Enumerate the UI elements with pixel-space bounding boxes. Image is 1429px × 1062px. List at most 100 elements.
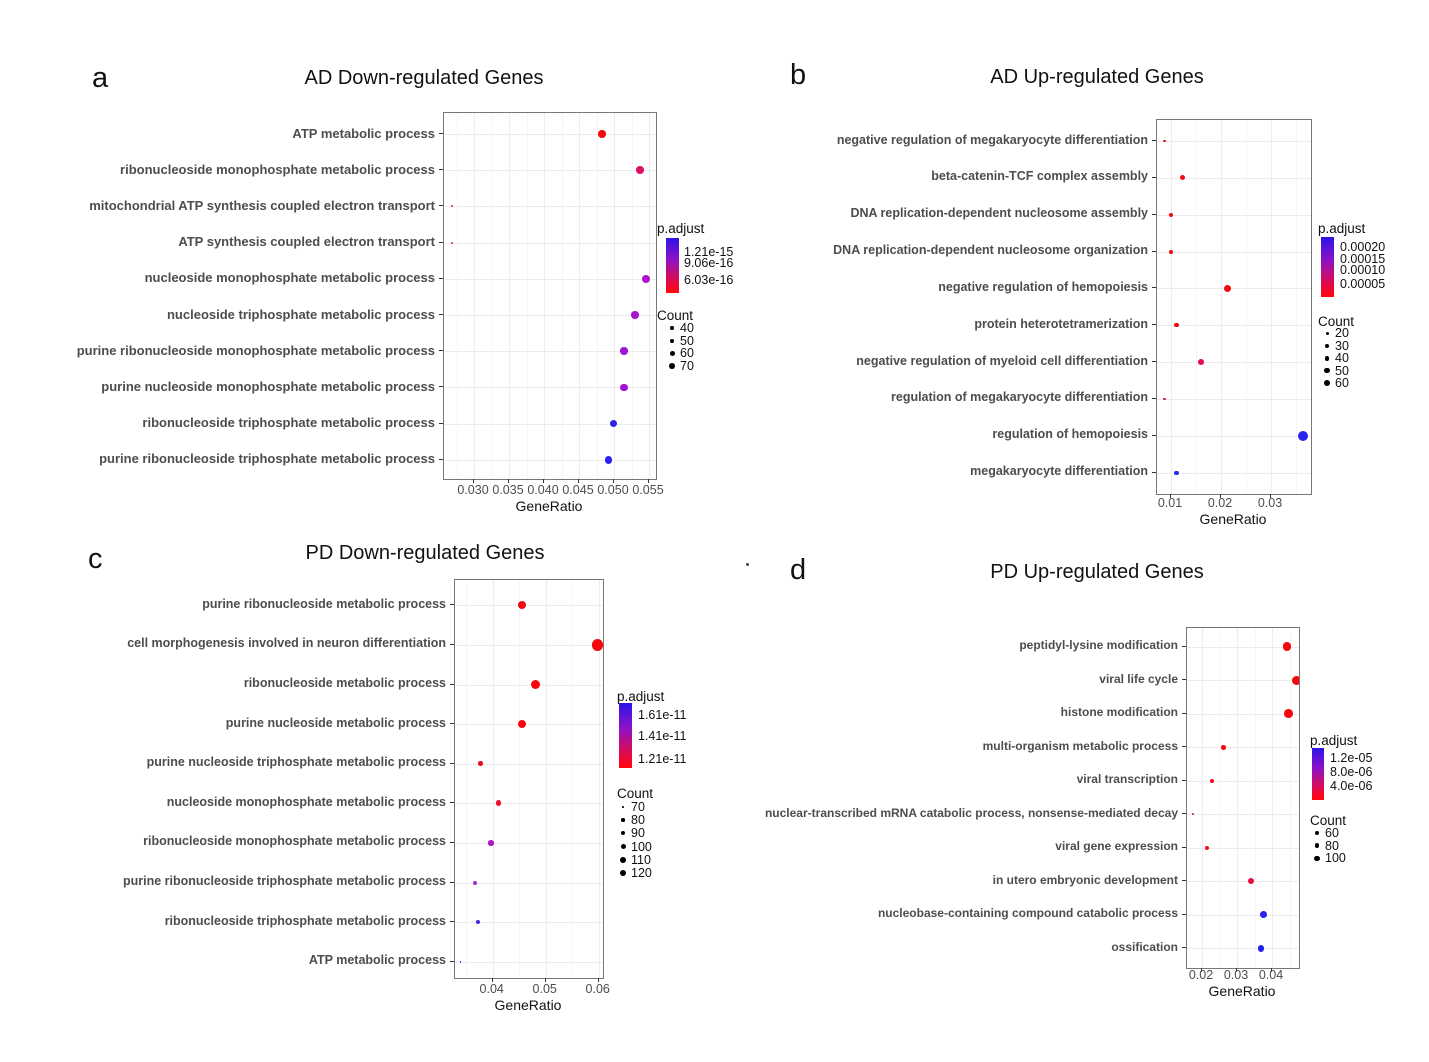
data-point xyxy=(1259,911,1267,919)
x-tick-mark xyxy=(1236,968,1237,972)
count-legend-value: 60 xyxy=(680,346,694,361)
count-legend-dot xyxy=(1314,843,1320,848)
y-tick-mark xyxy=(1182,645,1186,647)
y-axis-label: nucleobase-containing compound catabolic… xyxy=(877,906,1178,921)
y-axis-label: purine ribonucleoside monophosphate meta… xyxy=(76,342,435,358)
gridline-horizontal xyxy=(1187,747,1299,749)
data-point xyxy=(1174,323,1179,328)
y-axis-label: negative regulation of myeloid cell diff… xyxy=(856,353,1148,368)
count-legend-title: Count xyxy=(657,308,694,323)
x-tick-mark xyxy=(578,479,579,483)
data-point xyxy=(1204,845,1209,850)
gridline-horizontal xyxy=(1187,646,1299,648)
y-axis-label: in utero embryonic development xyxy=(992,872,1178,887)
y-axis-label: negative regulation of megakaryocyte dif… xyxy=(836,132,1148,147)
count-legend-dot xyxy=(670,326,674,330)
x-axis-title: GeneRatio xyxy=(515,498,583,514)
y-tick-mark xyxy=(439,241,443,243)
padjust-legend-value: 1.2e-05 xyxy=(1330,750,1373,765)
count-legend-value: 40 xyxy=(1335,351,1349,366)
x-tick-mark xyxy=(491,978,493,982)
data-point xyxy=(473,880,478,885)
count-legend-dot xyxy=(621,818,625,822)
y-tick-mark xyxy=(450,802,454,804)
padjust-legend-title: p.adjust xyxy=(617,689,665,704)
x-tick-label: 0.055 xyxy=(632,483,664,497)
y-tick-mark xyxy=(1182,712,1186,714)
count-legend-value: 100 xyxy=(631,839,652,854)
count-legend-value: 40 xyxy=(680,321,694,335)
data-point xyxy=(459,960,462,963)
count-legend-dot xyxy=(669,363,675,369)
data-point xyxy=(1221,744,1226,750)
gridline-horizontal xyxy=(1157,362,1311,364)
x-tick-label: 0.04 xyxy=(1258,968,1284,982)
x-tick-label: 0.02 xyxy=(1188,968,1214,982)
count-legend-dot xyxy=(1324,380,1330,387)
x-tick-mark xyxy=(648,479,649,483)
gridline-horizontal xyxy=(1157,288,1311,290)
count-legend-value: 120 xyxy=(631,866,652,881)
y-tick-mark xyxy=(450,921,454,923)
gridline-vertical-minor xyxy=(526,113,528,479)
data-point xyxy=(641,274,650,283)
y-axis-label: negative regulation of hemopoiesis xyxy=(938,279,1148,294)
gridline-vertical xyxy=(545,580,547,978)
y-axis-label: ATP synthesis coupled electron transport xyxy=(178,234,435,250)
gridline-horizontal xyxy=(1157,472,1311,474)
y-tick-mark xyxy=(1152,361,1156,363)
y-axis-label: beta-catenin-TCF complex assembly xyxy=(931,169,1148,184)
x-tick-label: 0.050 xyxy=(597,483,629,497)
gridline-horizontal xyxy=(1187,948,1299,950)
y-axis-label: multi-organism metabolic process xyxy=(982,738,1178,753)
gridline-vertical xyxy=(544,113,545,479)
data-point xyxy=(598,130,606,138)
gridline-horizontal xyxy=(1187,680,1299,682)
y-axis-label: nucleoside monophosphate metabolic proce… xyxy=(166,794,446,809)
padjust-legend-value: 0.00020 xyxy=(1340,240,1386,255)
y-axis-label: cell morphogenesis involved in neuron di… xyxy=(127,636,446,651)
x-tick-label: 0.02 xyxy=(1207,496,1233,510)
data-point xyxy=(495,800,502,807)
panel-letter: c xyxy=(88,543,103,575)
y-axis-label: histone modification xyxy=(1060,705,1178,720)
plot-area xyxy=(443,112,657,480)
count-legend-value: 100 xyxy=(1325,851,1346,866)
gridline-horizontal xyxy=(444,206,656,208)
y-tick-mark xyxy=(1152,324,1156,326)
y-tick-mark xyxy=(439,386,443,388)
y-axis-label: peptidyl-lysine modification xyxy=(1019,638,1178,653)
gridline-vertical xyxy=(1221,120,1222,494)
panel-letter: d xyxy=(790,554,807,586)
y-axis-label: megakaryocyte differentiation xyxy=(970,464,1148,479)
x-axis-title: GeneRatio xyxy=(1208,983,1276,999)
y-tick-mark xyxy=(1182,913,1186,915)
data-point xyxy=(591,639,603,651)
gridline-vertical xyxy=(474,113,475,479)
gridline-horizontal xyxy=(1187,847,1299,849)
data-point xyxy=(1282,642,1292,652)
y-tick-mark xyxy=(1182,880,1186,882)
y-tick-mark xyxy=(439,133,443,134)
panel-title: PD Down-regulated Genes xyxy=(305,542,545,564)
padjust-gradient-bar xyxy=(1321,237,1334,297)
x-tick-label: 0.06 xyxy=(585,982,610,996)
gridline-vertical xyxy=(1271,120,1272,494)
count-legend-dot xyxy=(619,870,627,877)
gridline-vertical-minor xyxy=(1196,120,1197,494)
gridline-horizontal xyxy=(444,315,656,316)
y-axis-label: viral transcription xyxy=(1076,772,1178,787)
y-axis-label: purine ribonucleoside metabolic process xyxy=(202,596,446,611)
data-point xyxy=(1257,944,1265,952)
data-point xyxy=(1297,430,1308,441)
gridline-vertical xyxy=(649,113,650,479)
x-tick-label: 0.03 xyxy=(1223,968,1249,982)
gridline-vertical-minor xyxy=(1246,120,1247,494)
padjust-legend-value: 0.00015 xyxy=(1340,251,1386,266)
data-point xyxy=(530,680,540,689)
plot-area xyxy=(1156,119,1312,495)
gridline-horizontal xyxy=(1157,251,1311,253)
y-tick-mark xyxy=(439,169,443,171)
x-tick-mark xyxy=(508,479,509,483)
y-tick-mark xyxy=(439,314,443,315)
